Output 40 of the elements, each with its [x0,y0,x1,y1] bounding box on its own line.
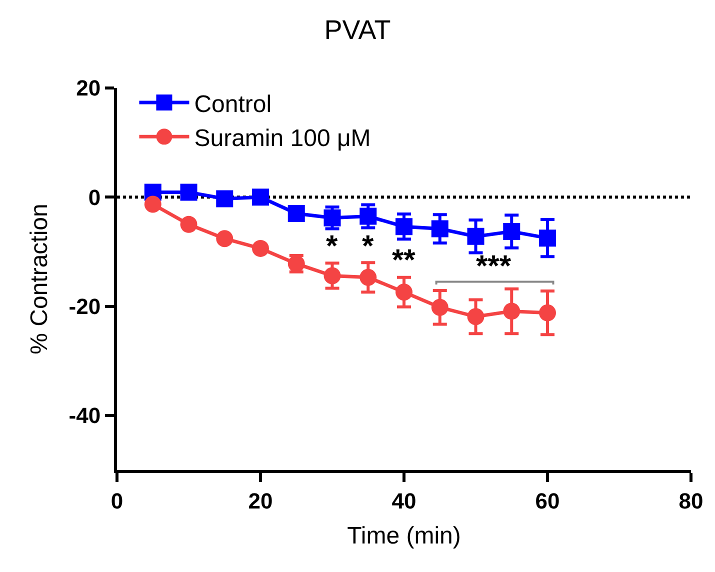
point [180,184,198,201]
y-tick-label: -20 [68,294,101,319]
annotation: ** [392,244,416,277]
point [288,205,305,222]
x-tick-label: 20 [248,488,273,514]
point [360,208,377,225]
point [539,304,556,322]
point [216,190,234,208]
point [324,209,341,226]
point [539,230,556,247]
x-tick-label: 60 [535,488,560,514]
x-axis-title: Time (min) [347,522,461,550]
x-tick-label: 40 [392,488,416,514]
annotation: * [362,230,374,263]
point [467,228,484,245]
legend-label: Control [194,90,272,118]
point [503,223,520,240]
x-tick-label: 80 [678,488,704,514]
legend-label: Suramin 100 μM [194,125,371,152]
x-tick-label: 0 [110,488,124,514]
point [503,302,520,320]
point [180,216,198,233]
point [252,188,269,206]
annotation: * [326,230,338,263]
point [396,284,412,301]
y-tick-label: 20 [76,76,101,101]
point [467,308,484,326]
point [360,268,377,286]
annotation: *** [476,250,512,283]
point [252,240,269,257]
point [431,298,448,316]
point [396,218,412,236]
y-tick-label: -40 [68,403,101,428]
point [216,230,234,248]
y-axis-title: % Contraction [26,204,53,354]
point [431,220,448,238]
chart-title: PVAT [324,14,391,45]
y-tick-label: 0 [88,184,101,210]
point [144,196,162,213]
point [324,267,341,284]
